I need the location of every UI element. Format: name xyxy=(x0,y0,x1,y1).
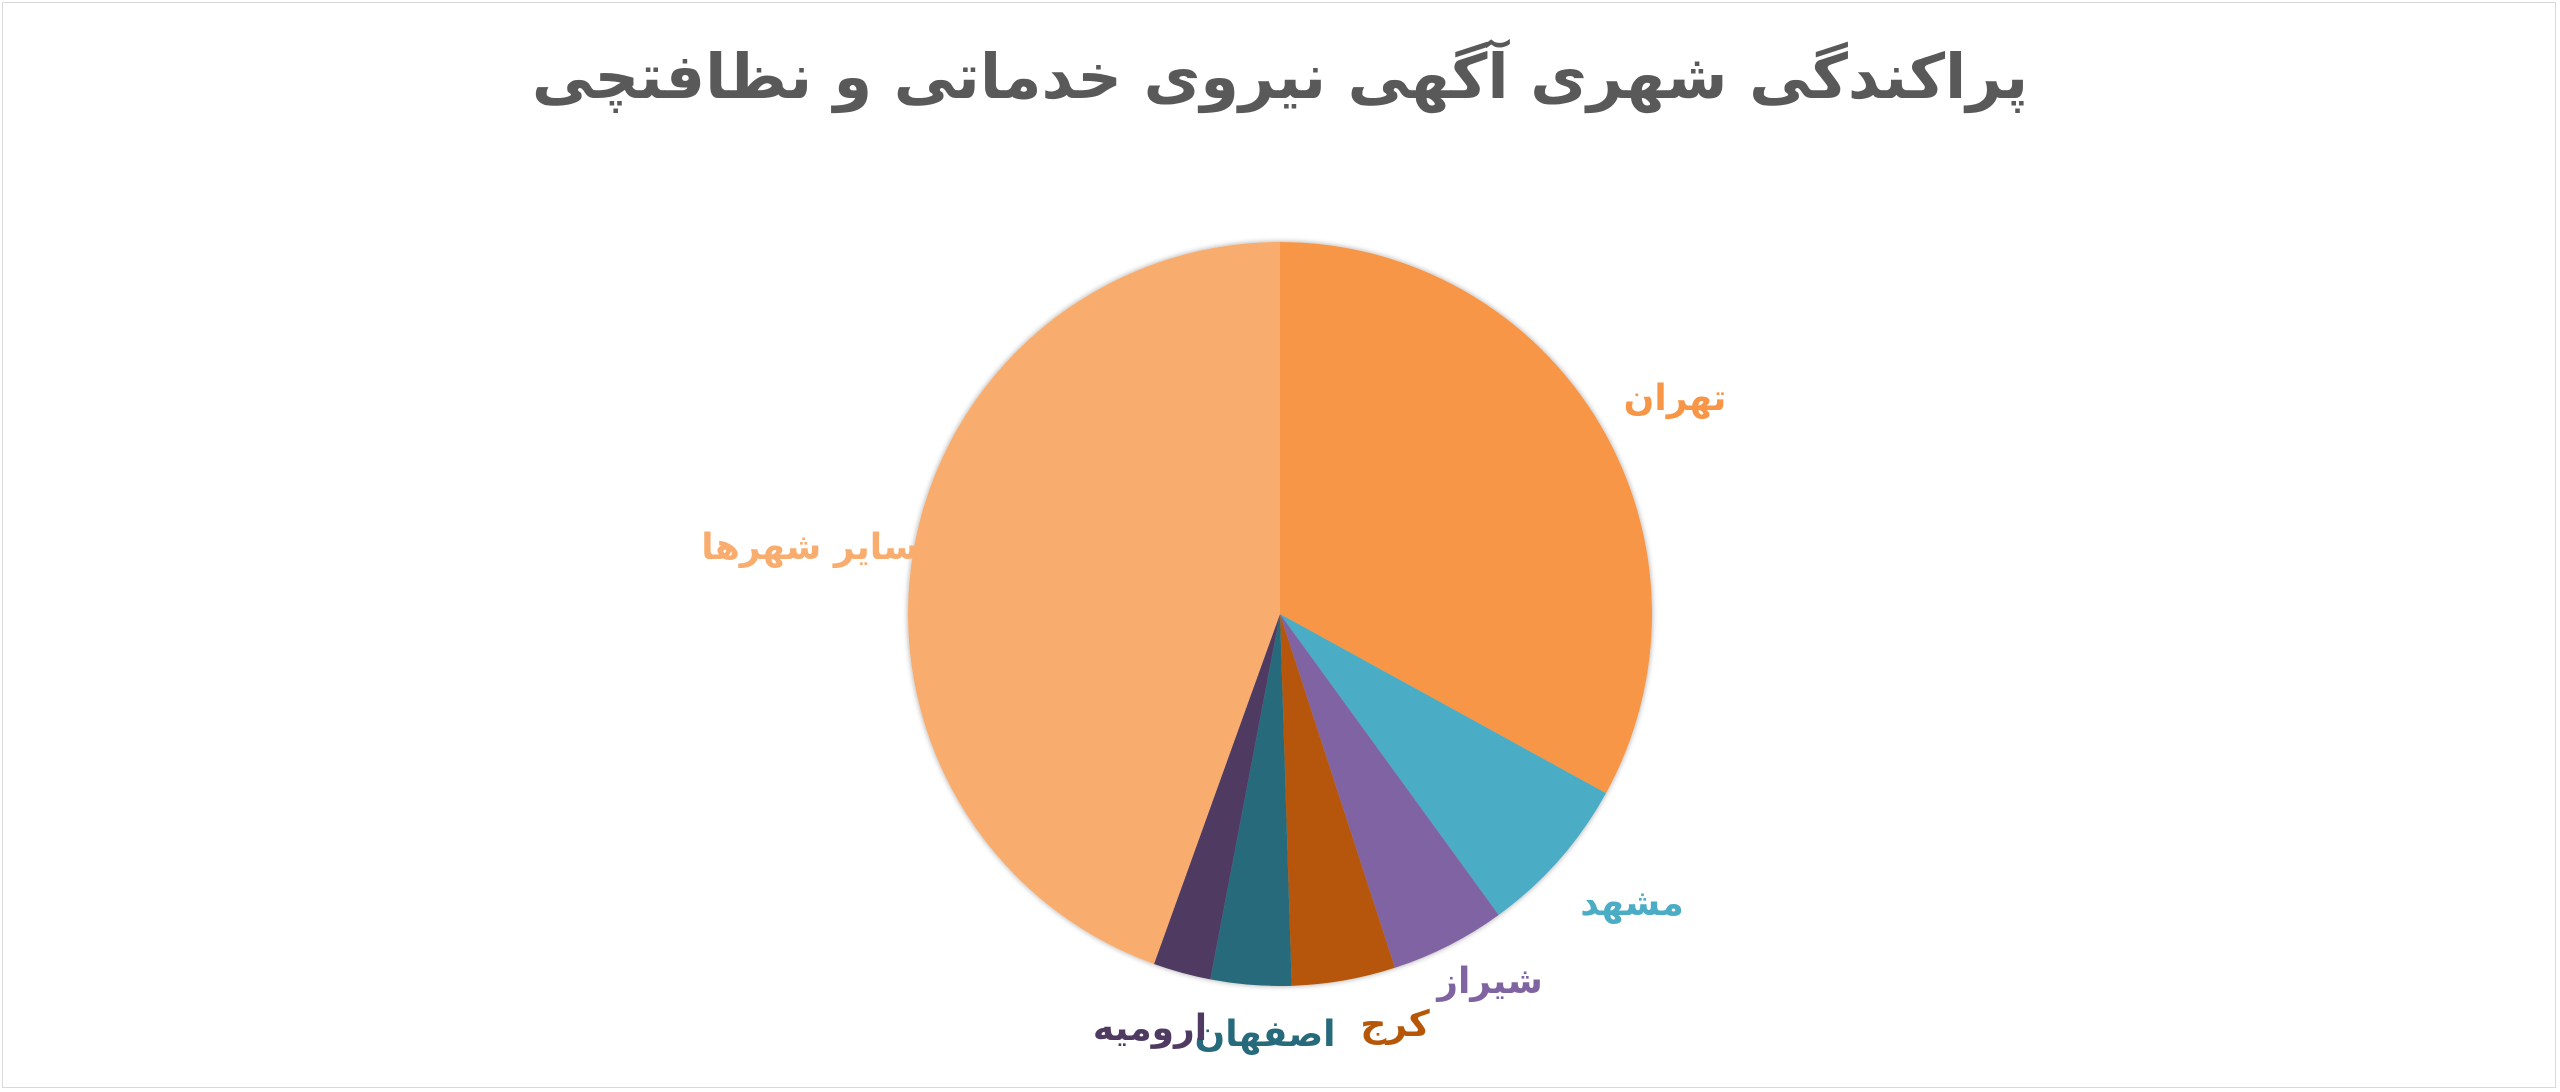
pie-slice xyxy=(1280,614,1606,915)
data-label: کرج xyxy=(1360,1004,1429,1045)
pie-slices xyxy=(907,241,1653,987)
data-label: سایر شهرها xyxy=(701,527,918,568)
pie-slice xyxy=(1280,614,1499,968)
data-label: شیراز xyxy=(1435,961,1543,1002)
pie-slice xyxy=(1280,614,1395,986)
data-label: ارومیه xyxy=(1093,1008,1207,1049)
pie-slice xyxy=(907,242,1280,965)
data-label: مشهد xyxy=(1580,883,1683,924)
data-label: تهران xyxy=(1624,378,1727,419)
data-label: اصفهان xyxy=(1194,1014,1335,1055)
chart-title: پراکندگی شهری آگهی نیروی خدماتی و نظافتچ… xyxy=(531,40,2029,113)
pie-slice xyxy=(1210,614,1292,987)
pie-slice xyxy=(1280,241,1653,794)
pie-slice xyxy=(1153,614,1280,980)
